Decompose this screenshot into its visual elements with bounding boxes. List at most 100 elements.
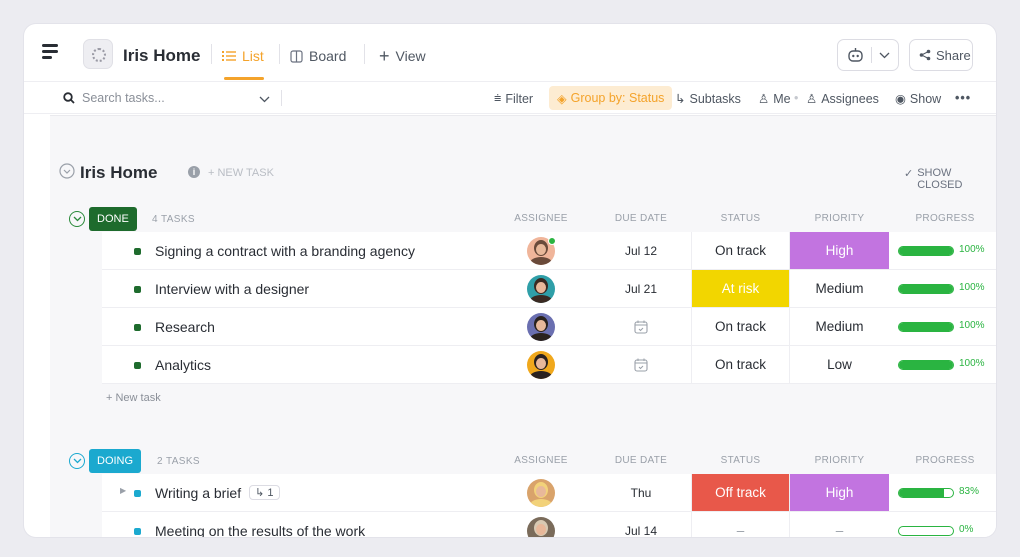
add-view-button[interactable]: + View: [379, 46, 426, 66]
status-cell[interactable]: Off track: [691, 474, 790, 511]
status-badge[interactable]: DOING: [89, 449, 142, 473]
board-icon: [290, 49, 303, 63]
info-icon[interactable]: i: [188, 166, 200, 178]
table-row[interactable]: Meeting on the results of the work Jul 14…: [102, 512, 996, 537]
tab-board[interactable]: Board: [290, 48, 346, 64]
divider: [364, 44, 365, 64]
add-task-button[interactable]: + New task: [106, 392, 161, 404]
status-cell[interactable]: On track: [691, 232, 790, 269]
table-row[interactable]: Signing a contract with a branding agenc…: [102, 232, 996, 270]
active-tab-indicator: [224, 77, 264, 80]
due-date[interactable]: Jul 14: [624, 523, 658, 538]
divider: [871, 47, 872, 63]
tab-list[interactable]: List: [222, 48, 264, 64]
table-row[interactable]: Analytics On track Low 100%: [102, 346, 996, 384]
avatar[interactable]: [527, 351, 555, 379]
calendar-icon[interactable]: [591, 346, 691, 383]
table-row[interactable]: ▶ Writing a brief ↳ 1 Thu Off track High 83%: [102, 474, 996, 512]
show-closed-button[interactable]: ✓ SHOW CLOSED: [904, 167, 996, 191]
subtasks-button[interactable]: ↳ Subtasks: [675, 91, 741, 107]
task-name[interactable]: Meeting on the results of the work: [155, 523, 366, 537]
more-icon[interactable]: •••: [955, 91, 972, 105]
column-header-status[interactable]: STATUS: [720, 455, 761, 466]
divider: [279, 44, 280, 64]
table-row[interactable]: Interview with a designer Jul 21 At risk Me…: [102, 270, 996, 308]
assignees-button[interactable]: ♙ Assignees: [806, 91, 879, 107]
collapse-group-icon[interactable]: [69, 453, 85, 469]
priority-cell[interactable]: Medium: [815, 319, 864, 334]
task-name[interactable]: Analytics: [155, 357, 212, 373]
share-button[interactable]: Share: [909, 39, 973, 71]
add-view-label: View: [395, 48, 426, 64]
column-header-due-date[interactable]: DUE DATE: [614, 213, 668, 224]
priority-cell[interactable]: High: [790, 474, 889, 511]
column-header-priority[interactable]: PRIORITY: [814, 213, 865, 224]
status-cell[interactable]: On track: [691, 346, 790, 383]
collapse-group-icon[interactable]: [69, 211, 85, 227]
search-bar[interactable]: Search tasks...: [63, 91, 165, 105]
status-cell[interactable]: At risk: [691, 270, 790, 307]
progress-bar: [898, 322, 954, 332]
plus-icon: +: [379, 46, 390, 66]
priority-cell[interactable]: Low: [827, 357, 852, 372]
collapse-list-icon[interactable]: [59, 163, 75, 179]
status-cell[interactable]: –: [691, 512, 790, 537]
online-indicator: [548, 237, 556, 245]
assignees-label: Assignees: [821, 91, 879, 106]
me-button[interactable]: ♙ Me: [758, 91, 791, 107]
due-date[interactable]: Thu: [630, 485, 652, 500]
new-task-button[interactable]: + NEW TASK: [208, 167, 274, 179]
filter-label: Filter: [505, 91, 534, 106]
priority-cell[interactable]: –: [835, 523, 844, 537]
list-view: Iris Home i + NEW TASK ✓ SHOW CLOSED DONE…: [50, 115, 996, 537]
group-by-button[interactable]: ◈ Group by: Status: [549, 86, 673, 110]
table-row[interactable]: Research On track Medium 100%: [102, 308, 996, 346]
filter-button[interactable]: ⩧ Filter: [494, 91, 533, 106]
task-name[interactable]: Interview with a designer: [155, 281, 310, 297]
due-date[interactable]: Jul 21: [624, 281, 658, 296]
automation-button[interactable]: [837, 39, 899, 71]
status-dot: [134, 286, 141, 293]
column-header-priority[interactable]: PRIORITY: [814, 455, 865, 466]
task-name[interactable]: Research: [155, 319, 215, 335]
progress-bar: [898, 526, 954, 536]
task-name[interactable]: Writing a brief ↳ 1: [155, 485, 280, 501]
subtask-count[interactable]: ↳ 1: [249, 485, 280, 500]
users-icon: ♙: [806, 92, 818, 106]
divider: [281, 90, 282, 106]
app-window: Iris Home List Board + View Share: [24, 24, 996, 537]
chevron-down-icon[interactable]: [259, 96, 270, 103]
expand-icon[interactable]: ▶: [120, 486, 127, 495]
space-icon[interactable]: [83, 39, 113, 69]
progress-bar: [898, 360, 954, 370]
column-header-assignee[interactable]: ASSIGNEE: [514, 213, 568, 224]
column-header-progress[interactable]: PROGRESS: [915, 213, 975, 224]
status-cell[interactable]: On track: [691, 308, 790, 345]
progress-value: 100%: [959, 282, 985, 293]
calendar-icon[interactable]: [591, 308, 691, 345]
priority-cell[interactable]: Medium: [815, 281, 864, 296]
priority-cell[interactable]: High: [790, 232, 889, 269]
subtasks-label: Subtasks: [689, 91, 741, 106]
task-name[interactable]: Signing a contract with a branding agenc…: [155, 243, 415, 259]
progress-value: 100%: [959, 320, 985, 331]
progress-bar: [898, 284, 954, 294]
column-header-assignee[interactable]: ASSIGNEE: [514, 455, 568, 466]
avatar[interactable]: [527, 275, 555, 303]
due-date[interactable]: Jul 12: [624, 243, 658, 258]
column-header-due-date[interactable]: DUE DATE: [614, 455, 668, 466]
progress-bar: [898, 488, 954, 498]
column-header-progress[interactable]: PROGRESS: [915, 455, 975, 466]
robot-icon: [848, 48, 863, 62]
avatar[interactable]: [527, 479, 555, 507]
column-header-status[interactable]: STATUS: [720, 213, 761, 224]
status-badge[interactable]: DONE: [89, 207, 137, 231]
show-button[interactable]: ◉ Show: [895, 91, 941, 107]
show-closed-label: SHOW CLOSED: [917, 167, 963, 191]
avatar[interactable]: [527, 313, 555, 341]
menu-icon[interactable]: [42, 43, 60, 59]
search-icon: [63, 92, 75, 104]
progress-value: 0%: [959, 524, 974, 535]
avatar[interactable]: [527, 517, 555, 537]
search-input[interactable]: Search tasks...: [82, 91, 165, 105]
